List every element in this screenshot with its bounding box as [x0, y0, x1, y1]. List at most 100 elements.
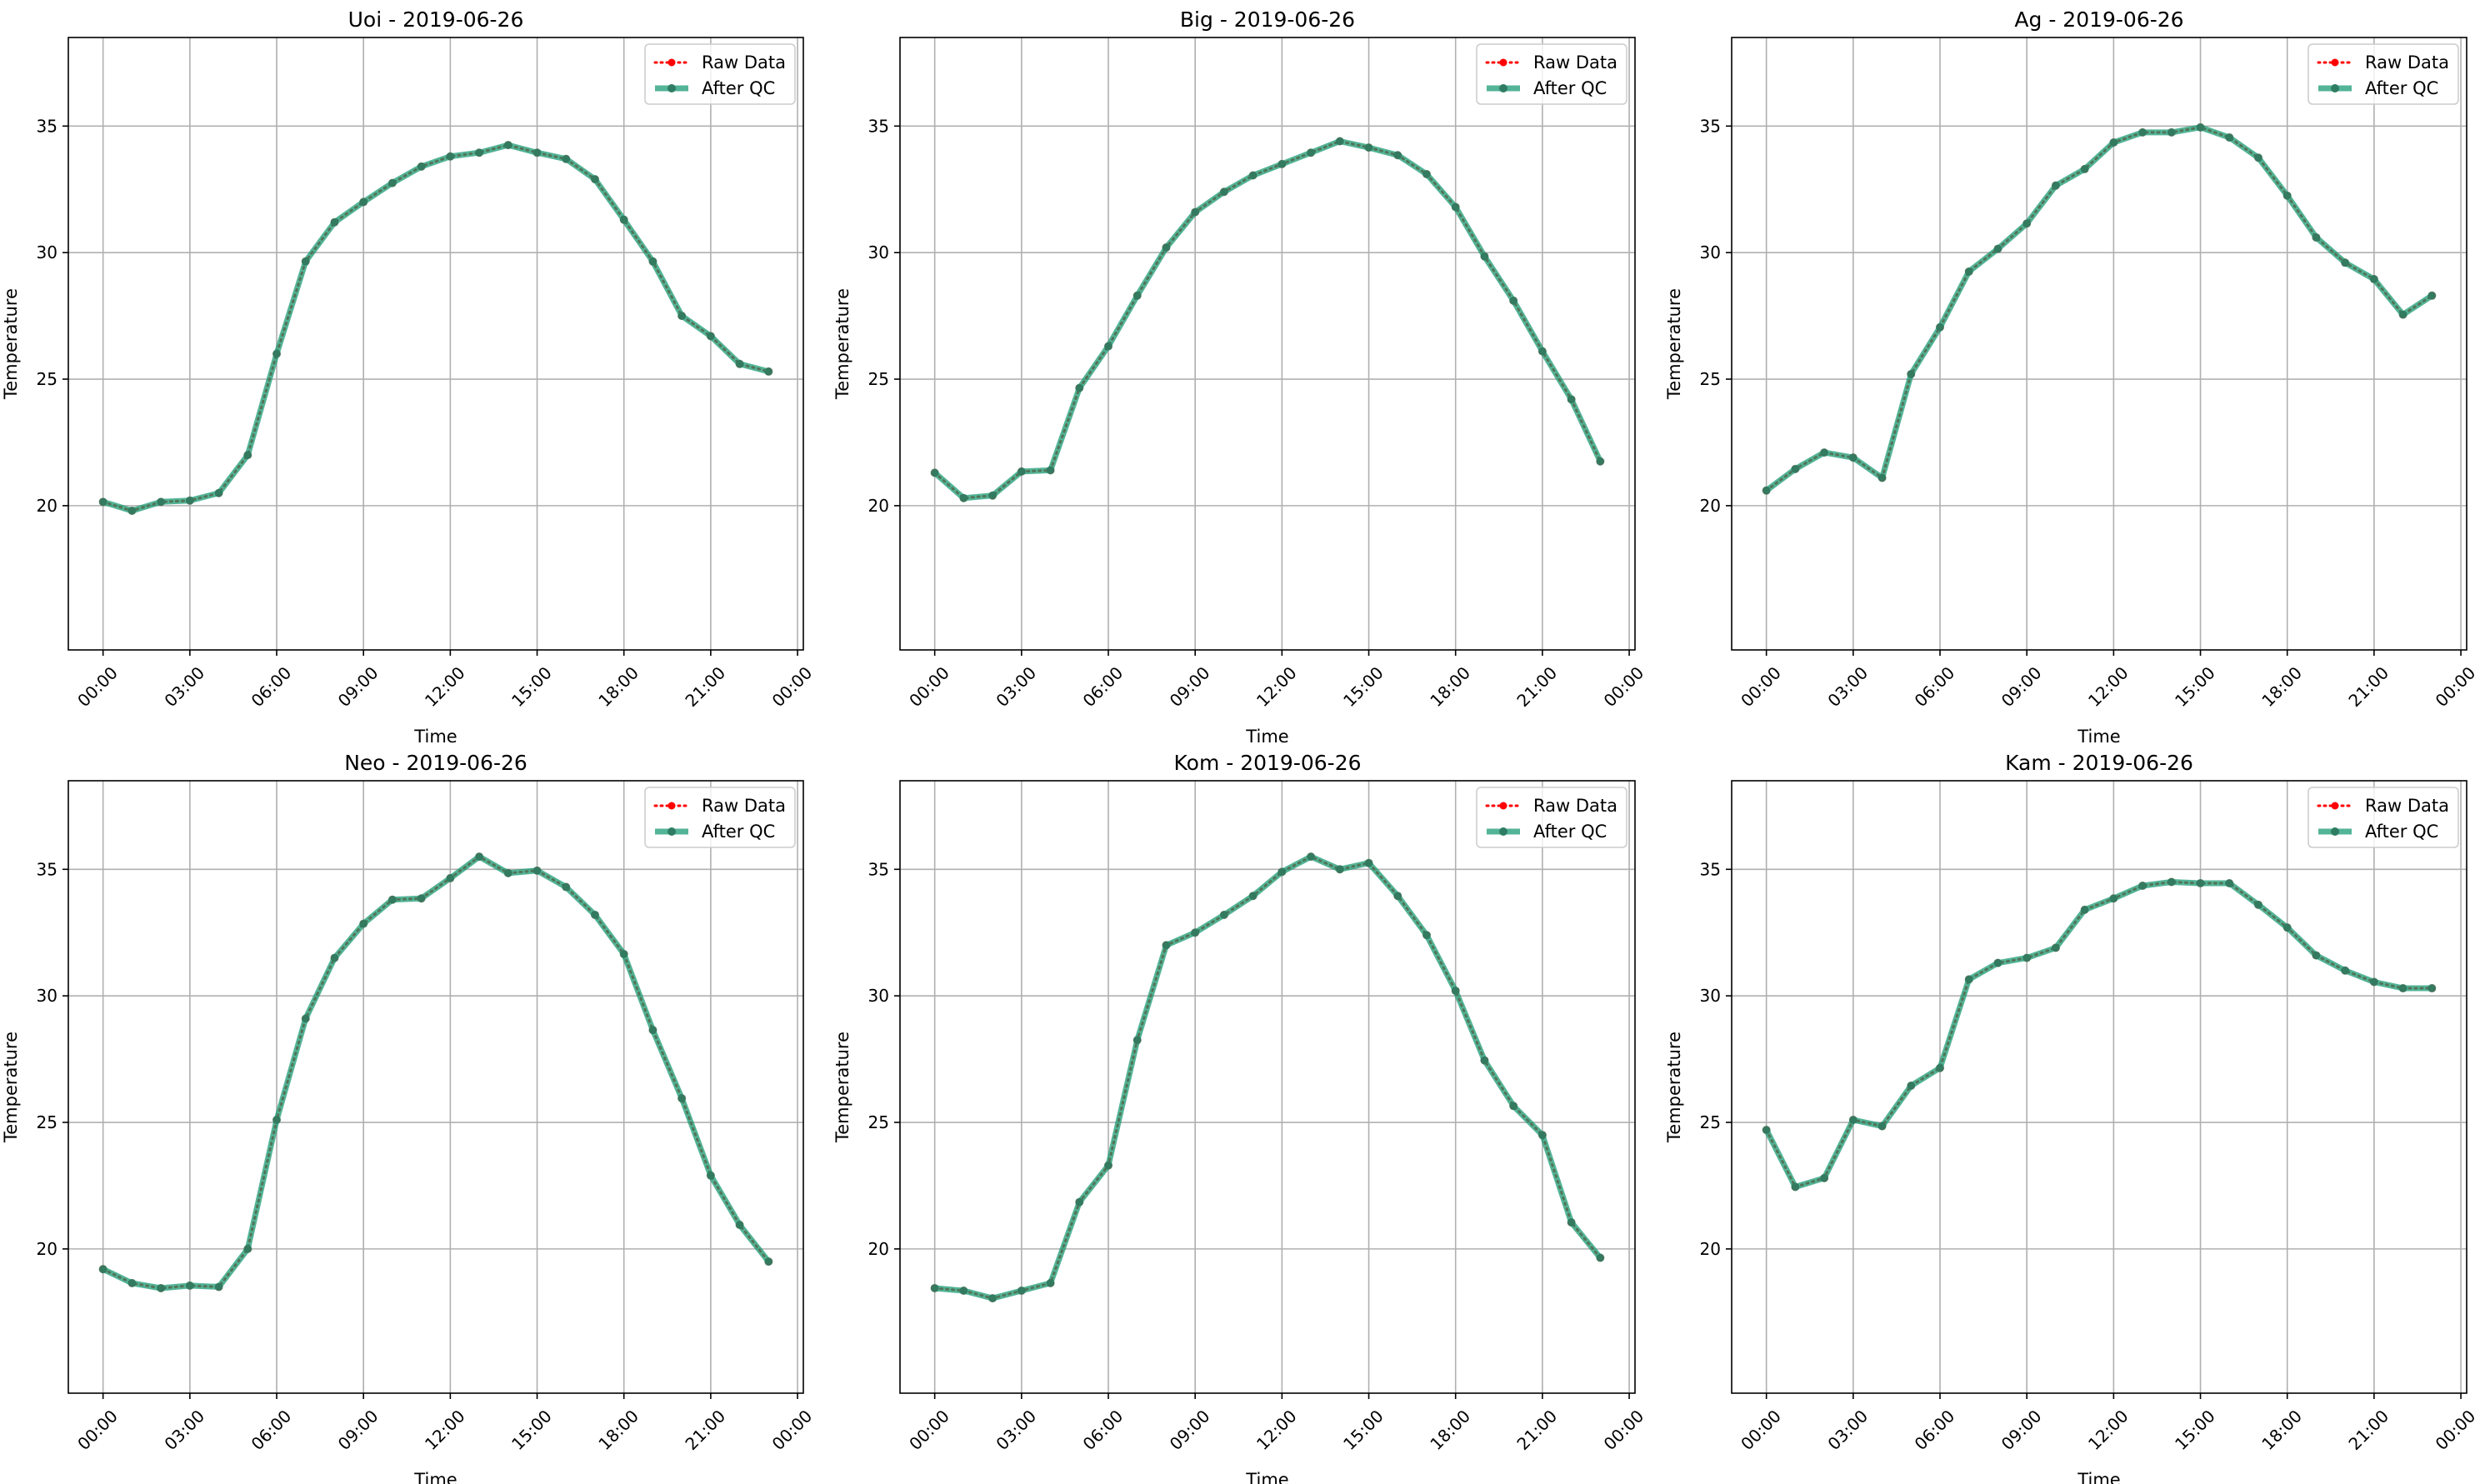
data-point-after-qc	[1393, 892, 1402, 901]
data-point-after-qc	[1993, 958, 2002, 967]
legend-label-after-qc: After QC	[2365, 78, 2438, 98]
data-point-after-qc	[157, 1283, 166, 1292]
legend: Raw Data After QC	[2308, 43, 2459, 105]
data-point-after-qc	[2312, 951, 2321, 960]
data-point-after-qc	[446, 152, 455, 161]
y-tick-label: 35	[37, 859, 58, 879]
x-tick-label: 15:00	[508, 662, 556, 711]
x-tick-label: 09:00	[1998, 1406, 2046, 1454]
data-point-after-qc	[417, 162, 426, 171]
y-tick-label: 35	[37, 116, 58, 136]
data-point-after-qc	[2312, 232, 2321, 242]
data-point-after-qc	[243, 1244, 252, 1253]
data-point-after-qc	[1451, 987, 1460, 996]
legend-label-after-qc: After QC	[1533, 78, 1607, 98]
x-axis-label: Time	[1245, 727, 1288, 747]
data-point-after-qc	[1278, 159, 1287, 168]
x-tick-label: 00:00	[768, 662, 817, 711]
y-axis-label: Temperature	[1, 288, 21, 400]
legend-marker-after-qc	[668, 84, 676, 92]
x-tick-label: 09:00	[334, 1406, 382, 1454]
x-tick-label: 00:00	[905, 662, 953, 711]
data-point-after-qc	[1307, 148, 1316, 157]
plot-frame	[899, 780, 1636, 1394]
y-tick-label: 35	[868, 859, 889, 879]
y-tick-label: 25	[37, 369, 58, 389]
x-tick-label: 03:00	[160, 662, 208, 711]
legend-label-raw-data: Raw Data	[1533, 796, 1618, 816]
x-tick-label: 12:00	[2084, 1406, 2132, 1454]
data-point-after-qc	[1480, 252, 1489, 261]
x-tick-label: 18:00	[594, 1406, 642, 1454]
x-tick-label: 21:00	[681, 1406, 729, 1454]
x-tick-label: 12:00	[1252, 1406, 1301, 1454]
x-tick-label: 06:00	[1079, 662, 1128, 711]
data-point-after-qc	[388, 895, 397, 904]
x-tick-label: 00:00	[1737, 1406, 1785, 1454]
data-point-after-qc	[1907, 369, 1916, 378]
x-tick-label: 15:00	[2171, 662, 2219, 711]
data-point-after-qc	[532, 866, 542, 875]
x-tick-label: 21:00	[681, 662, 729, 711]
data-point-after-qc	[562, 882, 571, 892]
y-axis-label: Temperature	[832, 288, 852, 400]
data-point-after-qc	[359, 919, 368, 928]
data-point-after-qc	[1278, 867, 1287, 877]
data-point-after-qc	[764, 1257, 773, 1267]
data-point-after-qc	[930, 468, 939, 477]
y-axis-label: Temperature	[832, 1032, 852, 1143]
x-tick-label: 00:00	[1737, 662, 1785, 711]
data-point-after-qc	[988, 491, 998, 500]
data-point-after-qc	[272, 349, 282, 358]
x-tick-label: 00:00	[73, 662, 122, 711]
data-point-after-qc	[185, 496, 194, 505]
y-tick-label: 20	[1700, 496, 1721, 516]
x-tick-label: 12:00	[1252, 662, 1301, 711]
data-point-after-qc	[243, 451, 252, 460]
series-line-raw-data	[1765, 126, 2433, 492]
x-axis-label: Time	[2077, 1470, 2120, 1484]
data-point-after-qc	[2022, 219, 2032, 228]
chart-title: Big - 2019-06-26	[1180, 7, 1355, 32]
data-point-after-qc	[2196, 122, 2205, 132]
data-point-after-qc	[1567, 1217, 1576, 1227]
chart-panel: 20 25 30 35 00:00 03:00 06:00 09:00 12:00 15:00 18…	[1, 751, 816, 1484]
data-point-after-qc	[301, 257, 310, 266]
x-tick-label: 18:00	[1426, 662, 1474, 711]
y-tick-label: 20	[37, 496, 58, 516]
x-tick-label: 12:00	[2084, 662, 2132, 711]
y-tick-label: 25	[1700, 369, 1721, 389]
data-point-after-qc	[590, 910, 599, 919]
data-point-after-qc	[2080, 905, 2089, 914]
data-point-after-qc	[1104, 342, 1113, 351]
data-point-after-qc	[157, 497, 166, 507]
x-tick-label: 18:00	[594, 662, 642, 711]
data-point-after-qc	[1364, 858, 1373, 867]
data-point-after-qc	[2369, 275, 2378, 284]
data-point-after-qc	[128, 1278, 137, 1287]
data-point-after-qc	[1422, 931, 1431, 940]
x-axis-label: Time	[413, 1470, 457, 1484]
series-line-raw-data	[933, 139, 1602, 500]
legend: Raw Data After QC	[1476, 43, 1628, 105]
legend-marker-raw-data	[668, 58, 676, 67]
chart-title: Ag - 2019-06-26	[2014, 7, 2183, 32]
data-point-after-qc	[1936, 322, 1945, 332]
data-point-after-qc	[1191, 207, 1200, 217]
y-tick-label: 35	[1700, 116, 1721, 136]
data-point-after-qc	[1162, 243, 1171, 252]
x-tick-label: 00:00	[768, 1406, 817, 1454]
data-point-after-qc	[185, 1281, 194, 1290]
y-tick-label: 30	[37, 242, 58, 262]
legend-marker-raw-data	[1499, 58, 1508, 67]
data-point-after-qc	[1335, 137, 1344, 146]
data-point-after-qc	[1132, 1036, 1142, 1045]
data-point-after-qc	[359, 197, 368, 207]
chart-panel: 20 25 30 35 00:00 03:00 06:00 09:00 12:00 15:00 18…	[1664, 7, 2479, 747]
data-point-after-qc	[272, 1115, 282, 1124]
data-point-after-qc	[1017, 467, 1026, 476]
data-point-after-qc	[1848, 1115, 1858, 1124]
data-point-after-qc	[214, 488, 223, 497]
data-point-after-qc	[1364, 143, 1373, 152]
